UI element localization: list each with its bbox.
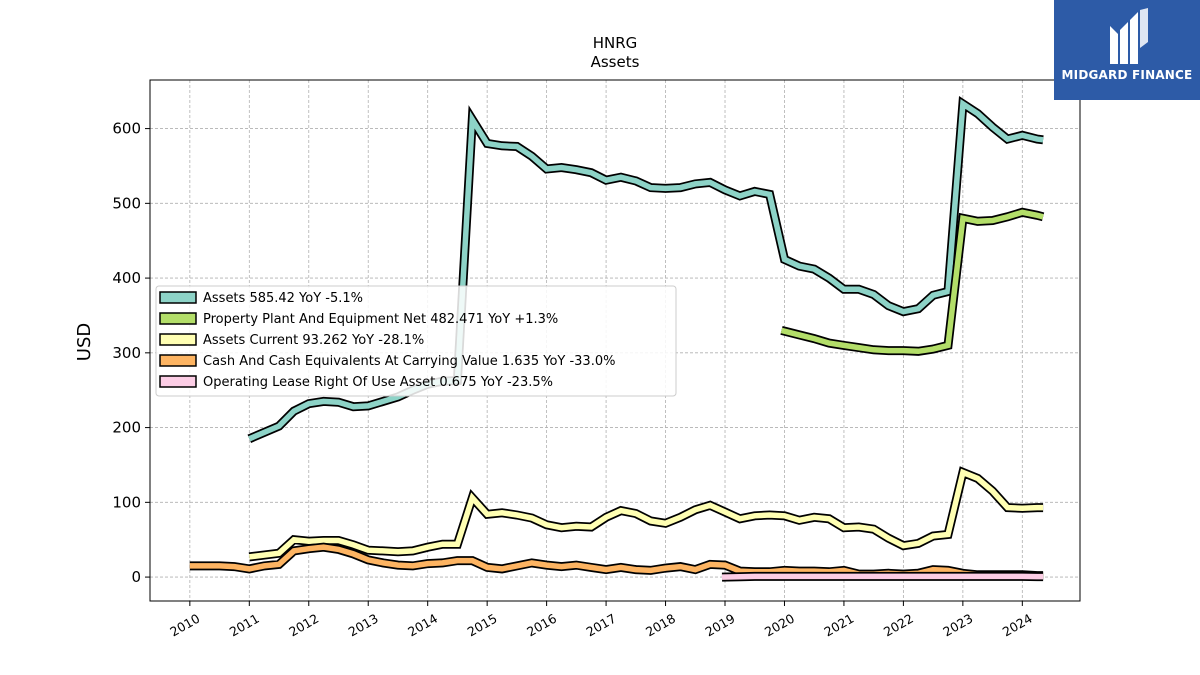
x-tick-label: 2019 [702,611,737,640]
series-lines [189,95,1045,582]
logo-mark-icon [1110,8,1148,64]
chart-title: HNRG [593,34,638,52]
x-tick-label: 2022 [881,611,916,640]
legend-entry: Property Plant And Equipment Net 482.471… [203,312,558,327]
series-outline [780,207,1045,356]
y-tick-label: 300 [112,344,141,362]
legend: Assets 585.42 YoY -5.1% Property Plant An… [155,285,677,397]
x-tick-label: 2012 [286,611,321,640]
chart-subtitle: Assets [591,53,640,71]
x-tick-label: 2011 [227,611,262,640]
x-tick-label: 2018 [643,611,678,640]
x-tick-label: 2021 [821,611,856,640]
midgard-finance-logo: MIDGARD FINANCE [1054,0,1200,100]
y-ticks: 0 100 200 300 400 500 600 [112,120,150,586]
series-line [248,99,1044,442]
series-line [780,209,1044,355]
legend-box [155,285,677,397]
legend-swatch [159,312,197,325]
series-2 [248,466,1044,562]
plot-frame [149,79,1081,602]
legend-swatch [159,291,197,304]
legend-swatch [159,354,197,367]
x-tick-label: 2013 [346,611,381,640]
y-tick-label: 100 [112,493,141,511]
x-tick-label: 2015 [465,611,500,640]
x-tick-label: 2010 [167,611,202,640]
x-tick-label: 2014 [405,611,440,640]
x-tick-label: 2017 [584,611,619,640]
x-tick-label: 2016 [524,611,559,640]
series-3 [189,542,1044,581]
y-axis-label: USD [74,323,95,361]
x-ticks: 2010 2011 2012 2013 2014 2015 2016 2017 2018 2019… [167,601,1035,640]
logo-text: MIDGARD FINANCE [1061,68,1193,82]
y-tick-label: 500 [112,194,141,212]
legend-entry: Operating Lease Right Of Use Asset 0.675… [203,375,553,390]
series-4 [721,571,1044,582]
series-line [248,468,1044,560]
x-tick-label: 2024 [1000,611,1035,640]
series-line [721,573,1044,580]
legend-entry: Assets 585.42 YoY -5.1% [203,291,363,306]
series-1 [780,207,1045,356]
y-tick-label: 400 [112,269,141,287]
legend-swatch [159,375,197,388]
legend-swatch [159,333,197,346]
y-tick-label: 200 [112,419,141,437]
x-tick-label: 2023 [940,611,975,640]
y-tick-label: 600 [112,120,141,138]
series-0 [247,95,1044,443]
x-tick-label: 2020 [762,611,797,640]
legend-entry: Assets Current 93.262 YoY -28.1% [203,333,424,348]
legend-entry: Cash And Cash Equivalents At Carrying Va… [203,354,615,369]
y-tick-label: 0 [131,568,141,586]
